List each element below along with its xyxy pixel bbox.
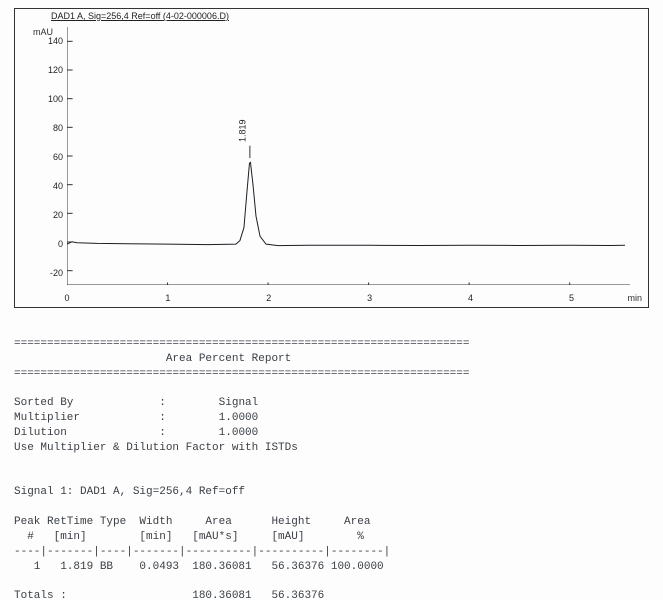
y-tick-label: 0	[15, 239, 63, 249]
totals-row: Totals : 180.36081 56.36376	[14, 590, 324, 600]
y-tick-label: 60	[15, 152, 63, 162]
x-tick-label: 1	[165, 293, 170, 303]
y-tick-label: 20	[15, 210, 63, 220]
report-rule-top: ========================================…	[14, 338, 469, 350]
plot-area: 1.819	[67, 27, 630, 285]
x-axis-unit: min	[627, 293, 642, 303]
chromatogram-svg	[67, 27, 630, 285]
x-tick-label: 2	[266, 293, 271, 303]
table-row: 1 1.819 BB 0.0493 180.36081 56.36376 100…	[14, 561, 384, 573]
y-tick-label: 80	[15, 123, 63, 133]
report-title-line: Area Percent Report	[14, 353, 291, 365]
y-tick-label: 120	[15, 65, 63, 75]
x-tick-label: 4	[468, 293, 473, 303]
dilution-line: Dilution : 1.0000	[14, 427, 258, 439]
x-tick-label: 3	[367, 293, 372, 303]
col-header-2: # [min] [min] [mAU*s] [mAU] %	[14, 531, 364, 543]
peak-label: 1.819	[237, 120, 247, 143]
y-tick-label: 100	[15, 94, 63, 104]
multiplier-line: Multiplier : 1.0000	[14, 412, 258, 424]
area-percent-report: ========================================…	[14, 322, 649, 600]
sorted-by-line: Sorted By : Signal	[14, 397, 258, 409]
signal-header: Signal 1: DAD1 A, Sig=256,4 Ref=off	[14, 486, 245, 498]
y-tick-label: -20	[15, 268, 63, 278]
col-rule: ----|-------|----|-------|----------|---…	[14, 546, 390, 558]
x-tick-label: 0	[64, 293, 69, 303]
istd-note: Use Multiplier & Dilution Factor with IS…	[14, 442, 298, 454]
chromatogram-chart: DAD1 A, Sig=256,4 Ref=off (4-02-000006.D…	[14, 8, 649, 308]
report-rule-bottom: ========================================…	[14, 368, 469, 380]
y-tick-label: 40	[15, 181, 63, 191]
report-title: Area Percent Report	[166, 353, 291, 365]
col-header-1: Peak RetTime Type Width Area Height Area	[14, 516, 370, 528]
y-tick-label: 140	[15, 36, 63, 46]
x-tick-label: 5	[569, 293, 574, 303]
chart-title: DAD1 A, Sig=256,4 Ref=off (4-02-000006.D…	[51, 11, 229, 21]
